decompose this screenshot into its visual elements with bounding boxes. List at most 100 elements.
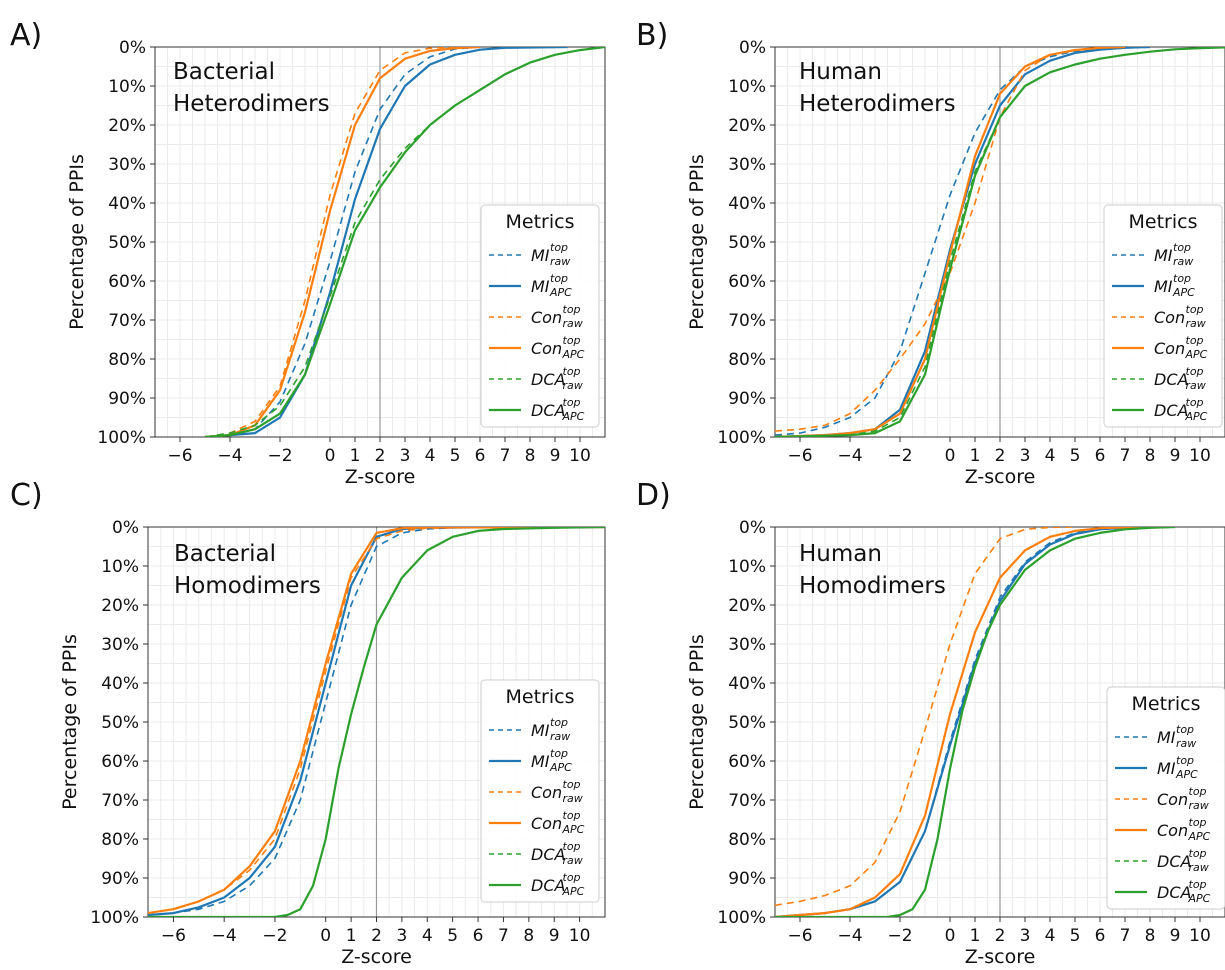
legend-label-sub: raw [563, 854, 583, 867]
legend-title: Metrics [1132, 693, 1201, 715]
x-tick-label: 8 [1145, 446, 1156, 466]
x-tick-label: 9 [549, 926, 560, 946]
x-tick-label: 8 [525, 446, 536, 466]
x-tick-label: 1 [970, 446, 981, 466]
legend-label-sup: top [1189, 847, 1207, 860]
x-tick-label: 10 [1189, 926, 1211, 946]
y-tick-label: 70% [101, 791, 139, 811]
y-tick-label: 40% [728, 194, 766, 214]
y-tick-label: 100% [717, 428, 766, 448]
legend-label-sub: raw [563, 379, 583, 392]
legend-label-sub: APC [1188, 830, 1211, 843]
y-tick-label: 80% [728, 830, 766, 850]
legend-label-sup: top [1186, 396, 1204, 409]
x-tick-label: 4 [1045, 446, 1056, 466]
panel-d: −6 −4 −2 0 1 2 3 4 5 6 7 8 9 100%10%20%30%40%50%60%70… [636, 478, 1225, 968]
panel-b: −6 −4 −2 0 1 2 3 4 5 6 7 8 9 100%10%20%30%40%50%60%70… [636, 18, 1225, 488]
x-tick-label: 0 [945, 926, 956, 946]
x-tick-label: 5 [1070, 446, 1081, 466]
legend-label: DCA [531, 845, 565, 864]
series-line-mi-apc [204, 47, 568, 437]
panel-title-line: Homodimers [799, 573, 946, 599]
series-line-con-apc [775, 527, 1151, 917]
x-tick-label: 4 [425, 446, 436, 466]
legend-label-sup: top [1189, 878, 1207, 891]
legend-label-sup: top [550, 272, 568, 285]
x-tick-label: 6 [473, 926, 484, 946]
x-tick-label: 6 [1095, 926, 1106, 946]
y-tick-label: 50% [108, 233, 146, 253]
y-tick-label: 40% [108, 194, 146, 214]
legend-label-sub: APC [562, 885, 585, 898]
legend-label: MI [1154, 277, 1173, 296]
legend-title: Metrics [506, 686, 575, 708]
legend-label-sup: top [563, 809, 581, 822]
legend-label-sub: APC [549, 761, 572, 774]
x-tick-label: 0 [945, 446, 956, 466]
series-line-con-apc [148, 527, 605, 915]
y-tick-label: 80% [108, 350, 146, 370]
legend-label-sup: top [563, 303, 581, 316]
x-tick-label: 5 [450, 446, 461, 466]
panel-title-line: Bacterial [174, 541, 276, 567]
x-tick-label: 10 [569, 446, 591, 466]
series-lines [775, 527, 1176, 917]
x-tick-label: 9 [1170, 926, 1181, 946]
y-tick-label: 30% [101, 635, 139, 655]
x-tick-label: −6 [787, 926, 812, 946]
x-tick-label: 3 [400, 446, 411, 466]
legend-box [480, 679, 600, 903]
legend-label-sup: top [563, 871, 581, 884]
legend-label-sup: top [1173, 272, 1191, 285]
x-tick-label: 1 [970, 926, 981, 946]
legend-label-sub: raw [550, 730, 570, 743]
x-tick-label: 9 [550, 446, 561, 466]
x-tick-label: 1 [350, 446, 361, 466]
y-tick-label: 80% [728, 350, 766, 370]
y-tick-label: 20% [728, 596, 766, 616]
x-tick-label: 7 [498, 926, 509, 946]
legend-label-sup: top [563, 334, 581, 347]
legend-label-sub: APC [1188, 892, 1211, 905]
panel-title-line: Heterodimers [173, 91, 330, 117]
x-axis-label: Z-score [965, 466, 1036, 488]
y-tick-label: 0% [119, 38, 146, 58]
legend-label-sub: raw [1186, 379, 1206, 392]
legend-label-sup: top [563, 396, 581, 409]
series-line-dca-apc [775, 47, 1225, 437]
y-tick-label: 60% [101, 752, 139, 772]
legend-label-sup: top [1189, 785, 1207, 798]
series-lines [775, 47, 1225, 437]
x-tick-label: 10 [569, 926, 591, 946]
y-tick-label: 90% [101, 869, 139, 889]
y-tick-label: 10% [101, 557, 139, 577]
legend-label-sub: raw [1189, 861, 1209, 874]
x-tick-label: −6 [787, 446, 812, 466]
x-tick-label: −4 [217, 446, 242, 466]
x-tick-label: −6 [161, 926, 186, 946]
y-tick-label: 50% [101, 713, 139, 733]
panel-a: −6 −4 −2 0 1 2 3 4 5 6 7 8 9 100%10%20%30%40%50%60%70… [10, 18, 606, 488]
x-tick-label: 5 [1070, 926, 1081, 946]
x-axis-label: Z-score [965, 946, 1036, 968]
legend-label-sub: raw [1189, 799, 1209, 812]
x-tick-label: 9 [1170, 446, 1181, 466]
legend-label-sup: top [1186, 334, 1204, 347]
panel-letter: D) [636, 478, 671, 513]
y-tick-label: 10% [728, 557, 766, 577]
y-tick-label: 50% [728, 233, 766, 253]
x-tick-label: 2 [375, 446, 386, 466]
legend-label-sub: APC [562, 348, 585, 361]
y-tick-label: 0% [739, 38, 766, 58]
x-tick-label: 4 [422, 926, 433, 946]
legend-label-sup: top [1173, 241, 1191, 254]
legend-label-sup: top [1176, 723, 1194, 736]
x-tick-label: −2 [267, 446, 292, 466]
legend-label-sub: APC [562, 823, 585, 836]
legend-box [1103, 204, 1223, 428]
series-line-dca-apc [204, 47, 605, 437]
legend-label: Con [1157, 821, 1188, 840]
